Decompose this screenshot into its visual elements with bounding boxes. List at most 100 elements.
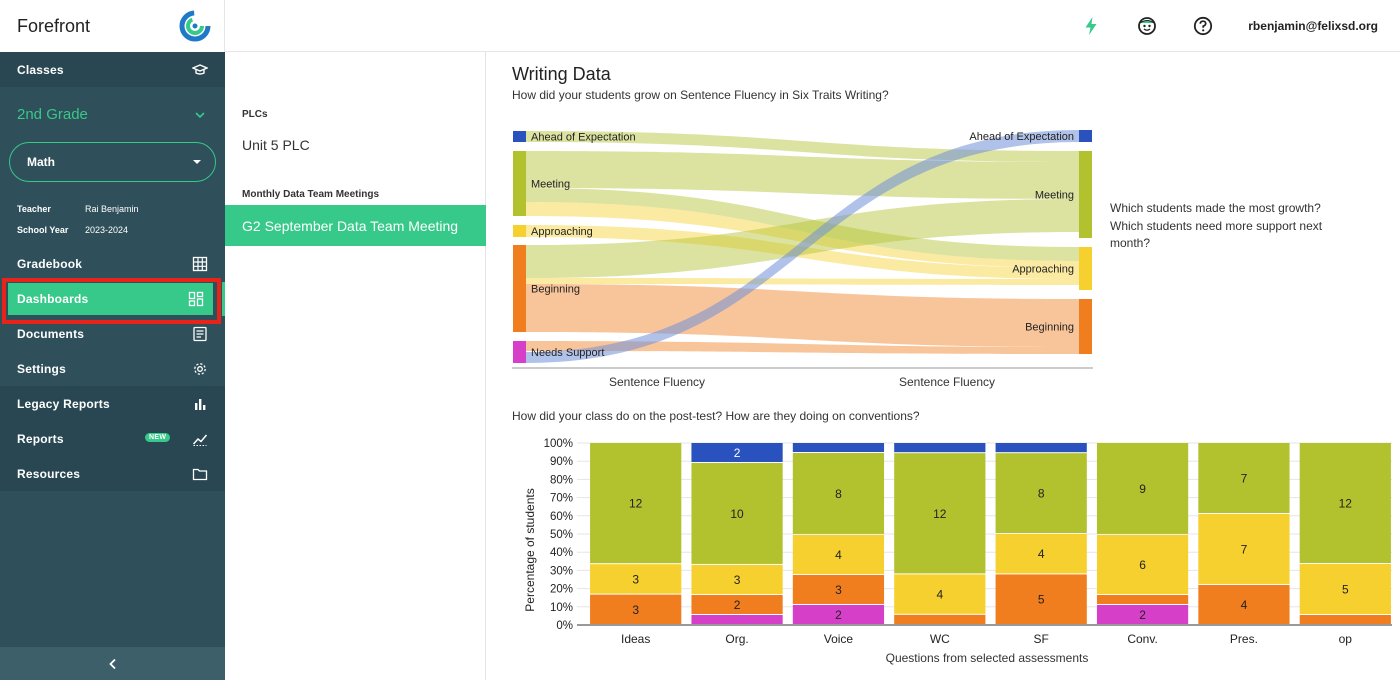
sankey-flow[interactable]: [526, 130, 1079, 363]
subject-dropdown[interactable]: Math: [9, 142, 216, 182]
collapse-sidebar-button[interactable]: [0, 647, 225, 680]
bar-question: How did your class do on the post-test? …: [512, 409, 920, 423]
bar-segment-approaching[interactable]: [1096, 534, 1189, 594]
bar-segment-beginning[interactable]: [1198, 584, 1290, 624]
sidebar-item-label: Documents: [17, 326, 85, 341]
plc-panel: PLCs Unit 5 PLC Monthly Data Team Meetin…: [225, 52, 486, 680]
sidebar-item-label: Resources: [17, 466, 81, 481]
bar-data-label: 4: [1038, 547, 1045, 561]
page-title: Writing Data: [512, 64, 611, 84]
stacked-bar-chart: 0%10%20%30%40%50%60%70%80%90%100% 331223…: [523, 438, 1392, 665]
bar-segment-approaching[interactable]: [590, 564, 682, 594]
sankey-node-label-left: Ahead of Expectation: [531, 132, 636, 144]
bar-segment-meeting[interactable]: [894, 453, 986, 574]
bar-y-tick-label: 90%: [550, 456, 573, 468]
sankey-flow[interactable]: [526, 188, 1079, 261]
bar-data-label: 12: [1339, 497, 1353, 511]
bar-series: 3 3 12 2 3 10 2 2 3 4 8 4 12 5 4 8 2 6 9 4 7 7 5 12: [590, 443, 1391, 624]
sankey-node-left[interactable]: [513, 225, 526, 237]
bar-data-label: 2: [734, 598, 741, 612]
caret-down-icon: [189, 154, 205, 170]
bar-segment-approaching[interactable]: [1198, 513, 1290, 584]
top-bar: rbenjamin@felixsd.org: [225, 0, 1400, 52]
sankey-flow[interactable]: [526, 284, 1079, 347]
sankey-flow[interactable]: [526, 199, 1079, 278]
bar-segment-meeting[interactable]: [590, 443, 682, 564]
bar-segment-approaching[interactable]: [691, 564, 783, 594]
bar-segment-meeting[interactable]: [995, 453, 1087, 533]
bar-segment-beginning[interactable]: [691, 594, 783, 614]
face-icon[interactable]: [1136, 15, 1158, 37]
bar-x-tick-label: Ideas: [621, 632, 650, 646]
sankey-node-left[interactable]: [513, 245, 526, 332]
bar-segment-meeting[interactable]: [1096, 443, 1189, 534]
school-year-row: School Year 2023-2024: [17, 220, 208, 241]
sankey-node-right[interactable]: [1079, 299, 1092, 354]
sankey-flow[interactable]: [526, 341, 1079, 354]
bar-segment-ahead[interactable]: [894, 443, 986, 453]
sankey-node-left[interactable]: [513, 341, 526, 363]
bar-segment-meeting[interactable]: [691, 463, 783, 564]
bar-y-tick-label: 40%: [550, 547, 573, 559]
bar-segment-ahead[interactable]: [995, 443, 1087, 453]
sidebar-item-dashboards-wrap: Dashboards: [0, 281, 225, 316]
bar-segment-needs-support[interactable]: [1096, 604, 1189, 624]
sankey-node-label-right: Meeting: [1035, 190, 1074, 202]
bar-segment-meeting[interactable]: [1198, 443, 1290, 513]
bar-data-label: 6: [1139, 558, 1146, 572]
user-email[interactable]: rbenjamin@felixsd.org: [1248, 18, 1378, 33]
bar-y-tick-label: 20%: [550, 584, 573, 596]
sankey-flow[interactable]: [526, 202, 1079, 268]
bar-segment-beginning[interactable]: [792, 574, 885, 604]
sankey-node-right[interactable]: [1079, 130, 1092, 142]
grid-icon: [192, 256, 208, 272]
nav-classes[interactable]: Classes: [0, 52, 225, 87]
sankey-node-label-left: Approaching: [531, 226, 593, 238]
bar-segment-beginning[interactable]: [995, 574, 1087, 624]
class-meta: Teacher Rai Benjamin School Year 2023-20…: [0, 182, 225, 241]
folder-icon: [192, 466, 208, 482]
sankey-node-label-right: Approaching: [1012, 264, 1074, 276]
sankey-node-right[interactable]: [1079, 151, 1092, 238]
lightning-icon[interactable]: [1080, 15, 1102, 37]
bar-data-label: 12: [629, 497, 643, 511]
trend-icon: [192, 431, 208, 447]
sidebar-item-gradebook[interactable]: Gradebook: [0, 246, 225, 281]
bar-segment-beginning[interactable]: [590, 594, 682, 624]
bar-segment-ahead[interactable]: [792, 443, 885, 453]
plc-item-unit5[interactable]: Unit 5 PLC: [242, 137, 310, 153]
grade-selector[interactable]: 2nd Grade: [0, 87, 225, 142]
bar-segment-needs-support[interactable]: [691, 614, 783, 624]
sankey-node-label-left: Needs Support: [531, 347, 604, 359]
bar-segment-approaching[interactable]: [995, 534, 1087, 574]
help-icon[interactable]: [1192, 15, 1214, 37]
meeting-item-selected[interactable]: G2 September Data Team Meeting: [225, 205, 486, 246]
sankey-node-left[interactable]: [513, 151, 526, 216]
bar-segment-approaching[interactable]: [792, 534, 885, 574]
bar-segment-beginning[interactable]: [894, 614, 986, 624]
bar-segment-needs-support[interactable]: [792, 604, 885, 624]
bar-segment-beginning[interactable]: [1299, 614, 1391, 624]
bar-y-tick-label: 70%: [550, 493, 573, 505]
bar-segment-beginning[interactable]: [1096, 594, 1189, 604]
sidebar-item-resources[interactable]: Resources: [0, 456, 225, 491]
bar-segment-ahead[interactable]: [691, 443, 783, 463]
bar-segment-approaching[interactable]: [1299, 564, 1391, 614]
bar-segment-meeting[interactable]: [792, 453, 885, 534]
sankey-flow[interactable]: [526, 278, 1079, 285]
bar-data-label: 7: [1241, 542, 1248, 556]
sidebar-item-legacy-reports[interactable]: Legacy Reports: [0, 386, 225, 421]
bar-data-label: 8: [835, 487, 842, 501]
sidebar-item-dashboards[interactable]: Dashboards: [8, 282, 213, 315]
sidebar-item-documents[interactable]: Documents: [0, 316, 225, 351]
bar-segment-meeting[interactable]: [1299, 443, 1391, 564]
bar-segment-approaching[interactable]: [894, 574, 986, 614]
forefront-logo-icon[interactable]: [178, 9, 212, 43]
sidebar-item-reports[interactable]: Reports NEW: [0, 421, 225, 456]
sankey-node-left[interactable]: [513, 131, 526, 142]
sidebar-item-settings[interactable]: Settings: [0, 351, 225, 386]
bar-data-label: 3: [632, 603, 639, 617]
sankey-node-right[interactable]: [1079, 247, 1092, 290]
bar-x-tick-label: WC: [930, 632, 950, 646]
nav-classes-label: Classes: [17, 62, 64, 77]
